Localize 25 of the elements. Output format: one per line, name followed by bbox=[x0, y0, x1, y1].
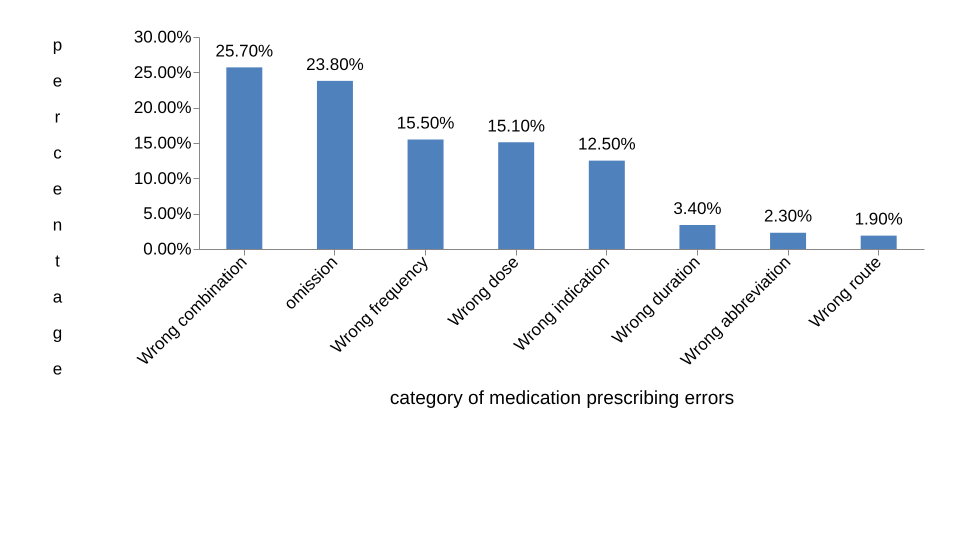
bar bbox=[588, 160, 625, 249]
bar bbox=[408, 139, 444, 249]
bar bbox=[226, 67, 262, 249]
bar bbox=[860, 236, 897, 249]
bar bbox=[498, 142, 534, 249]
data-label: 25.70% bbox=[215, 41, 274, 60]
text: percentage bbox=[52, 36, 62, 378]
x-axis-title: category of medication prescribing errors bbox=[390, 388, 734, 410]
data-label: 12.50% bbox=[578, 134, 636, 154]
y-tick-label: 25.00% bbox=[134, 62, 192, 82]
y-tick-label: 20.00% bbox=[134, 98, 192, 118]
data-label: 2.30% bbox=[764, 206, 812, 226]
y-tick-label: 0.00% bbox=[143, 240, 192, 258]
y-tick-label: 30.00% bbox=[134, 28, 192, 46]
bar bbox=[770, 232, 806, 249]
data-label: 23.80% bbox=[306, 54, 364, 74]
data-label: 15.50% bbox=[396, 113, 454, 132]
y-tick-label: 10.00% bbox=[134, 168, 192, 188]
y-tick-label: 5.00% bbox=[143, 204, 192, 224]
bar bbox=[679, 224, 716, 249]
data-label: 15.10% bbox=[487, 116, 546, 136]
data-label: 3.40% bbox=[673, 198, 722, 218]
y-tick-label: 15.00% bbox=[134, 134, 192, 152]
bar bbox=[316, 80, 353, 249]
data-label: 1.90% bbox=[854, 210, 903, 229]
